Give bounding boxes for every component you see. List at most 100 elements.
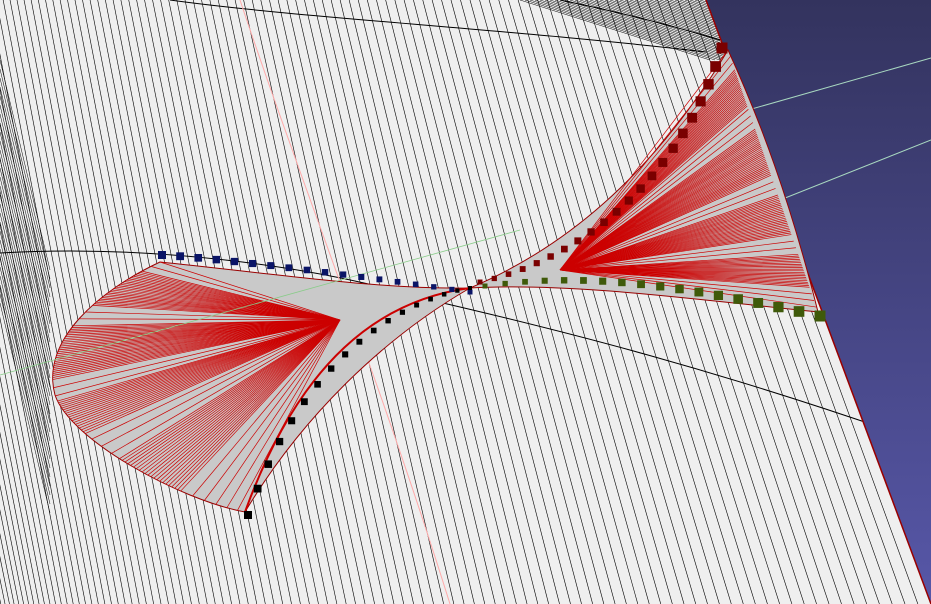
control-point[interactable] (340, 271, 347, 278)
left-fan-stripe (55, 319, 341, 397)
control-point[interactable] (158, 251, 166, 259)
control-point[interactable] (502, 280, 508, 287)
control-point[interactable] (267, 262, 275, 270)
control-point[interactable] (703, 79, 714, 90)
left-fan-stripe (78, 318, 341, 321)
surface-ruling (0, 167, 51, 379)
control-point[interactable] (385, 318, 391, 324)
control-point[interactable] (618, 278, 626, 287)
control-point[interactable] (428, 296, 433, 302)
control-point[interactable] (541, 277, 548, 284)
right-fan-stripe (559, 247, 796, 271)
control-point[interactable] (467, 289, 473, 295)
control-point[interactable] (587, 228, 595, 236)
control-point[interactable] (647, 171, 657, 181)
control-point[interactable] (668, 143, 678, 153)
control-point[interactable] (656, 282, 665, 291)
surface-ruling (0, 0, 40, 604)
control-point[interactable] (694, 287, 704, 297)
control-point[interactable] (176, 252, 185, 261)
control-point[interactable] (580, 277, 587, 284)
control-point[interactable] (300, 398, 308, 406)
control-point[interactable] (194, 254, 203, 262)
control-point[interactable] (678, 128, 688, 139)
surface-ruling (450, 0, 616, 604)
control-point[interactable] (561, 245, 568, 253)
control-point[interactable] (321, 269, 329, 276)
control-point[interactable] (505, 271, 512, 277)
control-point[interactable] (468, 286, 472, 290)
control-point[interactable] (412, 281, 419, 288)
control-point[interactable] (356, 338, 363, 345)
control-point[interactable] (449, 286, 455, 292)
control-point[interactable] (519, 266, 526, 272)
control-point[interactable] (288, 417, 296, 425)
control-point[interactable] (328, 365, 335, 372)
left-fan-stripe (133, 319, 341, 468)
control-point[interactable] (414, 302, 420, 308)
control-point[interactable] (522, 278, 528, 285)
control-point[interactable] (455, 288, 460, 293)
control-point[interactable] (253, 484, 262, 493)
control-point[interactable] (230, 257, 239, 266)
control-point[interactable] (212, 255, 221, 264)
control-point[interactable] (637, 280, 645, 289)
control-point[interactable] (814, 310, 826, 322)
left-fan-stripe (119, 319, 341, 459)
control-point[interactable] (547, 253, 554, 260)
control-point[interactable] (533, 260, 540, 267)
left-fan-stripe (66, 319, 341, 416)
surface-ruling (0, 95, 51, 307)
control-point[interactable] (431, 284, 437, 290)
surface-ruling (0, 0, 45, 604)
control-point[interactable] (773, 301, 784, 313)
right-fan-stripe (559, 269, 810, 288)
control-point[interactable] (574, 237, 582, 245)
control-point[interactable] (249, 259, 257, 268)
control-point[interactable] (314, 381, 321, 388)
control-point[interactable] (695, 96, 706, 107)
control-point[interactable] (733, 294, 743, 304)
control-point[interactable] (394, 278, 401, 285)
surface-ruling (0, 59, 51, 271)
left-fan-stripe (237, 319, 341, 511)
surface-ruling (544, 0, 736, 61)
control-point[interactable] (399, 309, 406, 315)
control-point[interactable] (612, 207, 621, 216)
control-point[interactable] (793, 306, 805, 317)
left-fan-stripe (192, 319, 341, 497)
control-point[interactable] (624, 196, 633, 205)
control-point[interactable] (675, 284, 684, 294)
left-fan-stripe (168, 319, 341, 486)
control-point[interactable] (713, 290, 724, 300)
control-point[interactable] (370, 327, 377, 334)
left-fan-stripe (65, 319, 341, 414)
control-point[interactable] (636, 184, 645, 193)
surface-ruling (0, 0, 24, 604)
control-point[interactable] (303, 266, 311, 274)
control-point[interactable] (264, 460, 272, 468)
control-point[interactable] (560, 277, 568, 284)
control-point[interactable] (358, 273, 365, 280)
control-point[interactable] (600, 218, 608, 227)
control-point[interactable] (376, 276, 383, 283)
control-point[interactable] (441, 292, 447, 297)
control-point[interactable] (658, 157, 668, 167)
control-point[interactable] (753, 297, 764, 308)
control-point[interactable] (482, 283, 488, 289)
right-fan-stripe (559, 109, 749, 271)
control-point[interactable] (599, 277, 607, 285)
control-point[interactable] (275, 437, 284, 446)
control-point[interactable] (285, 264, 293, 272)
control-point[interactable] (244, 511, 252, 519)
left-fan-stripe (226, 319, 341, 508)
control-point[interactable] (477, 279, 483, 285)
left-fan-stripe (68, 319, 341, 418)
control-point[interactable] (491, 275, 497, 282)
control-point[interactable] (342, 351, 349, 358)
control-point[interactable] (710, 61, 721, 72)
control-point[interactable] (687, 112, 698, 123)
control-point[interactable] (716, 42, 728, 54)
